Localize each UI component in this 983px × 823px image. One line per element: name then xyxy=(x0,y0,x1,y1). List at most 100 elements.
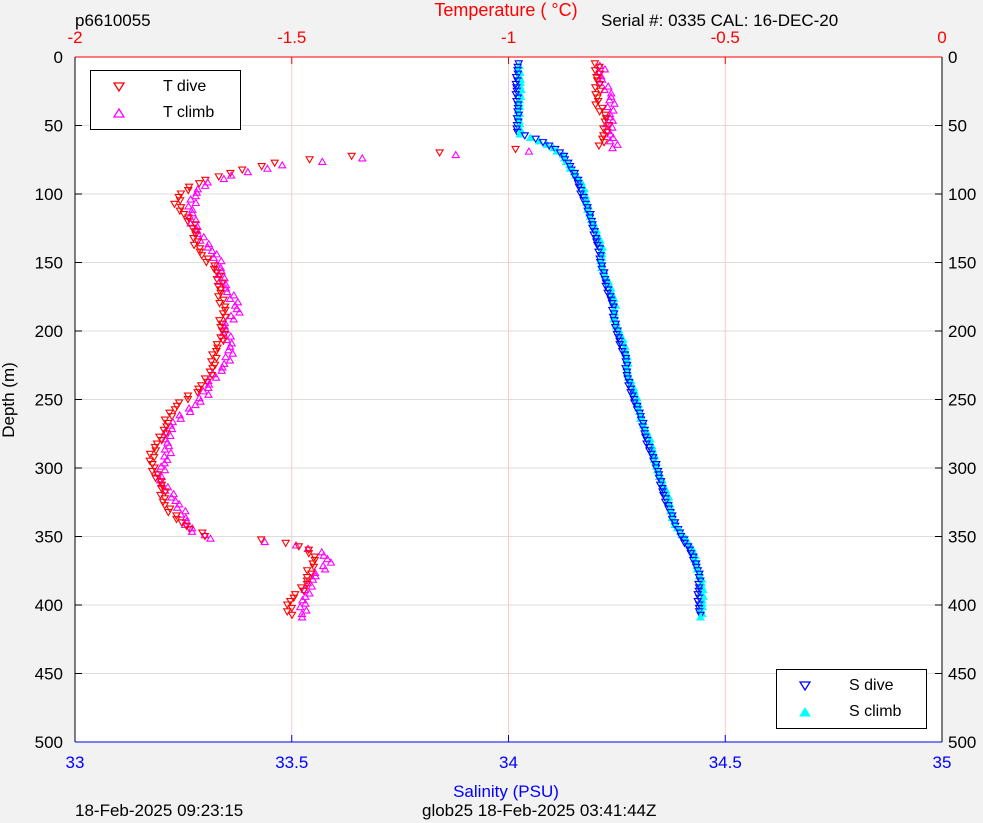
t-dive-point xyxy=(511,145,520,154)
t-climb-point xyxy=(204,390,213,398)
t-climb-point xyxy=(603,102,613,111)
temperature-tick: 0 xyxy=(937,28,946,47)
s-climb-point xyxy=(525,133,535,141)
t-climb-point xyxy=(297,612,307,621)
t-climb-point xyxy=(235,308,244,316)
t-climb-point xyxy=(277,160,287,169)
t-climb-point xyxy=(190,400,200,409)
t-dive-point xyxy=(183,187,193,195)
salinity-tick: 35 xyxy=(933,753,952,772)
t-climb-point xyxy=(220,273,230,282)
t-climb-point xyxy=(304,588,314,597)
t-dive-point xyxy=(214,173,224,181)
s-dive-point xyxy=(531,135,541,144)
salinity-tick: 34 xyxy=(499,753,518,772)
depth-tick-left: 500 xyxy=(35,733,63,752)
t-dive-point xyxy=(193,389,203,397)
t-climb-point xyxy=(221,280,231,289)
t-climb-point xyxy=(307,582,317,590)
t-dive-point xyxy=(183,395,193,404)
legend-label-t-dive: T dive xyxy=(163,78,207,95)
t-climb-point xyxy=(207,246,217,254)
t-climb-point xyxy=(171,496,180,505)
t-climb-point xyxy=(221,352,231,361)
depth-tick-right: 100 xyxy=(948,185,976,204)
t-climb-point xyxy=(157,479,167,487)
t-climb-point xyxy=(211,373,221,381)
depth-tick-right: 0 xyxy=(948,48,957,67)
temperature-tick: -0.5 xyxy=(711,28,740,47)
t-climb-point xyxy=(160,445,170,453)
t-climb-point xyxy=(607,123,617,131)
t-climb-point xyxy=(219,174,229,183)
plot-timestamp: 18-Feb-2025 09:23:15 xyxy=(75,801,244,820)
t-climb-point xyxy=(159,451,169,460)
depth-tick-left: 300 xyxy=(35,459,63,478)
t-climb-point xyxy=(608,116,618,124)
t-climb-point xyxy=(196,397,205,405)
t-climb-point xyxy=(608,143,618,152)
legend-item-s-dive: S dive xyxy=(777,674,926,698)
temperature-axis-label: Temperature ( °C) xyxy=(434,0,577,20)
t-climb-point xyxy=(184,201,193,210)
t-climb-point xyxy=(187,205,197,213)
t-climb-point xyxy=(166,492,176,501)
profile-id: p6610055 xyxy=(75,11,151,30)
t-climb-point xyxy=(176,414,186,422)
t-climb-point xyxy=(169,489,179,498)
t-climb-point xyxy=(322,554,332,563)
t-climb-point xyxy=(609,99,619,107)
t-climb-point xyxy=(200,181,210,189)
t-climb-point xyxy=(156,462,166,470)
t-dive-point xyxy=(294,543,304,551)
salinity-tick: 34.5 xyxy=(709,753,742,772)
t-dive-point xyxy=(169,200,179,209)
glider-mission-info: glob25 18-Feb-2025 03:41:44Z xyxy=(422,801,657,820)
t-climb-point xyxy=(214,277,224,285)
legend-item-t-dive: T dive xyxy=(91,75,240,99)
t-climb-point xyxy=(204,379,214,388)
depth-axis-label: Depth (m) xyxy=(0,362,18,438)
t-climb-point xyxy=(187,527,197,535)
t-climb-point xyxy=(203,177,213,186)
t-dive-point xyxy=(299,587,309,596)
t-climb-point xyxy=(233,297,243,306)
t-climb-point xyxy=(166,448,176,457)
t-dive-point xyxy=(270,159,280,168)
depth-tick-right: 200 xyxy=(948,322,976,341)
salinity-tick: 33 xyxy=(66,753,85,772)
depth-tick-right: 400 xyxy=(948,596,976,615)
t-climb-point xyxy=(222,287,232,296)
t-climb-point xyxy=(301,605,311,614)
t-climb-point xyxy=(605,112,615,121)
depth-tick-left: 150 xyxy=(35,254,63,273)
t-dive-point xyxy=(167,413,177,421)
t-climb-point xyxy=(225,294,235,302)
t-climb-point xyxy=(524,147,534,155)
t-climb-point xyxy=(206,534,215,542)
t-dive-point xyxy=(161,430,171,438)
data-points xyxy=(145,60,708,621)
t-climb-point xyxy=(217,362,227,371)
t-dive-point xyxy=(281,539,291,548)
t-climb-point xyxy=(186,194,196,203)
depth-tick-left: 450 xyxy=(35,665,63,684)
t-climb-point xyxy=(221,325,231,333)
t-dive-point xyxy=(347,152,357,161)
t-climb-point xyxy=(209,253,219,261)
t-climb-point xyxy=(222,335,232,344)
t-climb-point xyxy=(451,150,461,159)
t-climb-point xyxy=(216,263,226,272)
t-climb-point xyxy=(160,486,170,494)
t-climb-point xyxy=(199,232,209,241)
t-climb-point xyxy=(195,236,205,244)
s-dive-point xyxy=(538,139,548,147)
t-climb-point xyxy=(180,506,190,515)
salinity-tick: 33.5 xyxy=(275,753,308,772)
depth-tick-left: 0 xyxy=(54,48,63,67)
t-climb-point xyxy=(310,568,320,576)
temperature-tick: -2 xyxy=(67,28,82,47)
s-climb-point xyxy=(696,612,705,621)
